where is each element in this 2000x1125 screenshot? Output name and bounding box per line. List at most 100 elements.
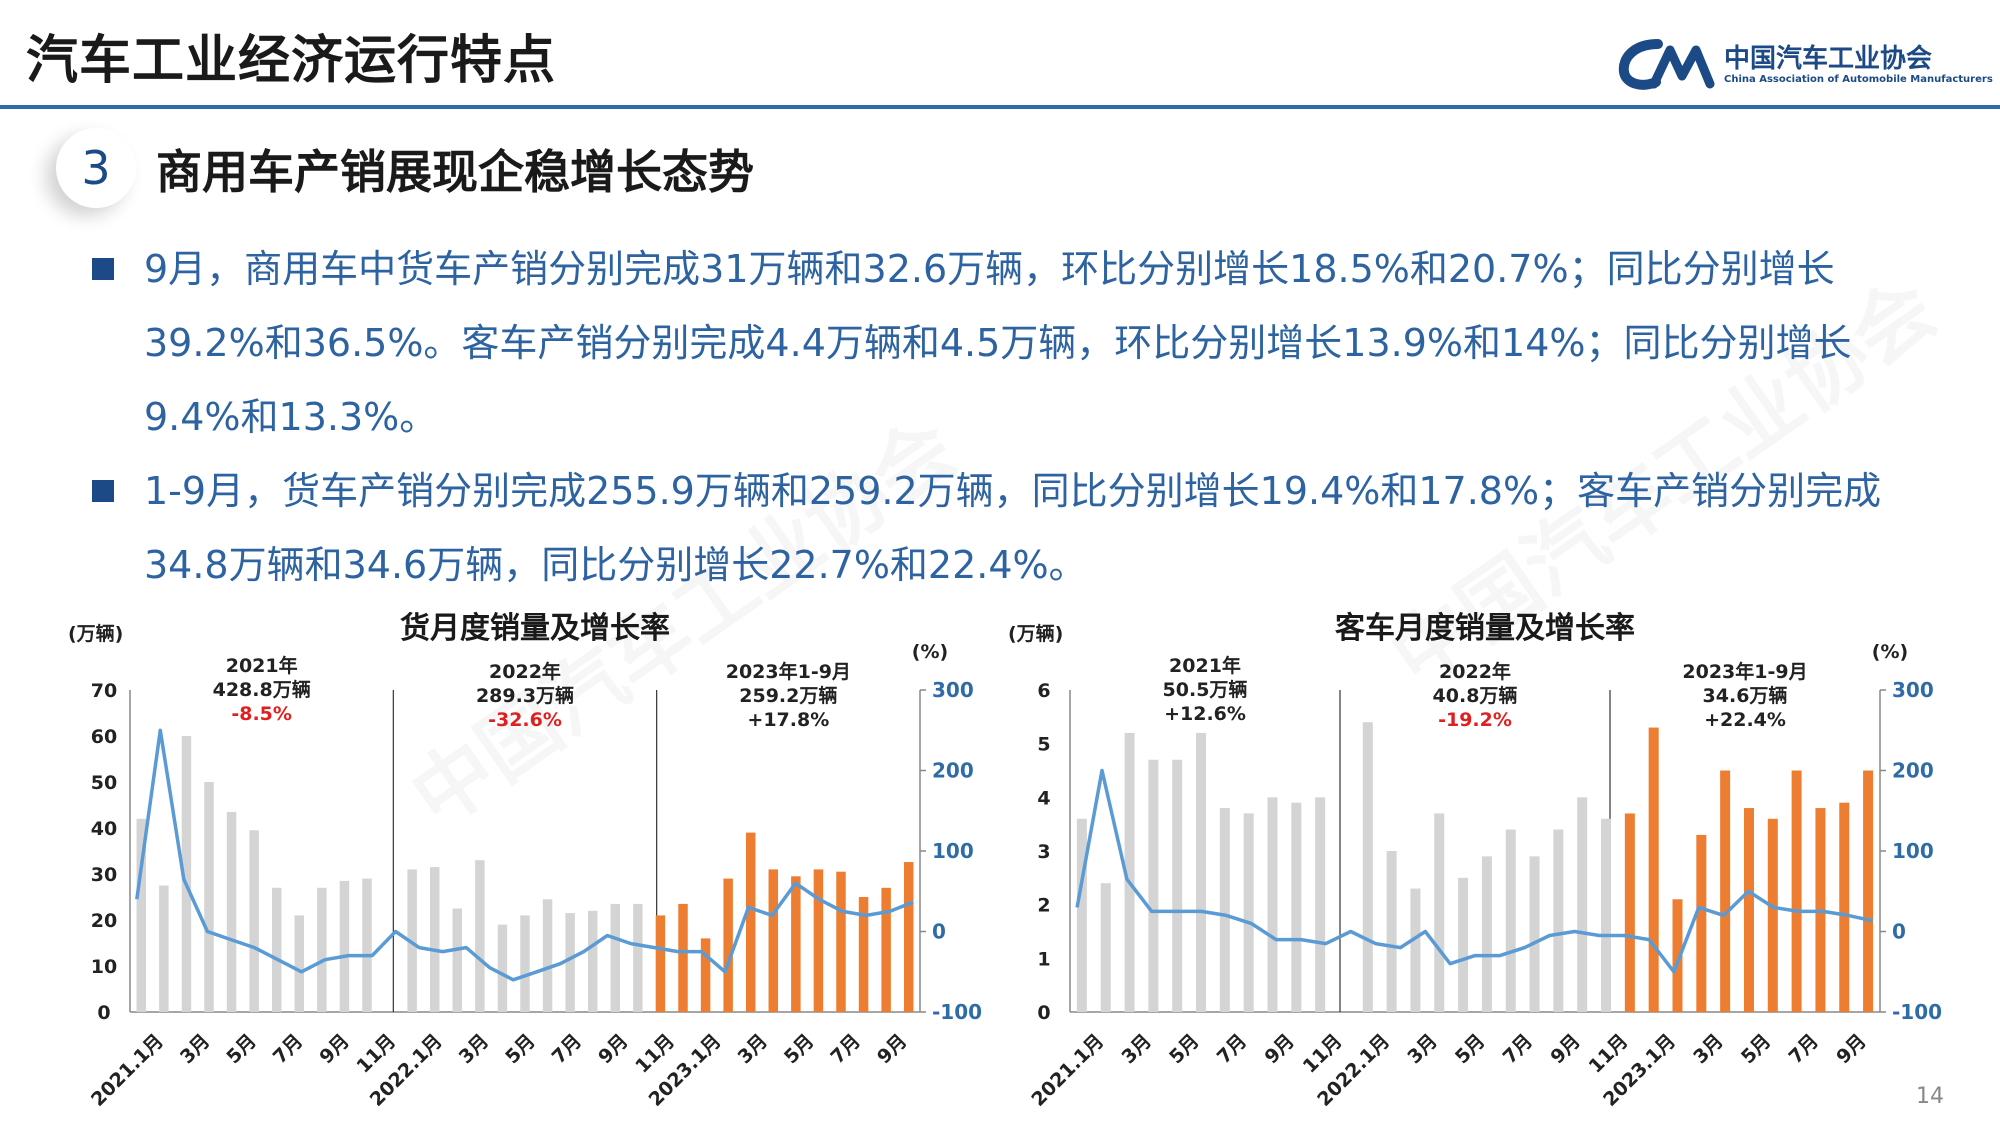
bullet-text: 1-9月，货车产销分别完成255.9万辆和259.2万辆，同比分别增长19.4%… [144, 469, 1882, 587]
bar [317, 887, 327, 1012]
bar [271, 887, 282, 1012]
y-tick-label: 70 [91, 680, 117, 702]
bar [1100, 883, 1111, 1012]
bar [1434, 813, 1445, 1012]
bar [1481, 856, 1492, 1012]
y2-tick-label: 100 [1892, 839, 1934, 863]
bar [1410, 888, 1421, 1012]
bar [407, 869, 417, 1012]
truck-chart-svg: (万辆) 货月度销量及增长率 (%) 0 10 20 30 40 50 60 70 -100 0 100 2… [68, 611, 982, 1111]
annotation-year: 2022年 [1439, 660, 1511, 683]
bullet-square-icon [92, 258, 114, 280]
bar [903, 862, 914, 1012]
bar [1839, 802, 1850, 1012]
x-tick-label: 7月 [1499, 1030, 1537, 1068]
x-tick-label: 5月 [780, 1030, 818, 1068]
bar [745, 832, 756, 1012]
growth-line [135, 728, 914, 982]
annotation-total: 40.8万辆 [1433, 684, 1518, 707]
x-tick-label: 3月 [734, 1030, 772, 1068]
bar [655, 915, 666, 1012]
logo: 中国汽车工业协会 China Association of Automobile… [1618, 32, 1993, 92]
bar [1791, 770, 1802, 1012]
bullet-square-icon [92, 480, 114, 502]
bar [610, 903, 621, 1012]
annotation-total: 428.8万辆 [213, 678, 311, 701]
y-axis-label: (万辆) [68, 622, 123, 645]
y2-tick-label: -100 [932, 1000, 982, 1024]
x-tick-label: 5月 [501, 1030, 539, 1068]
annotation-year: 2022年 [489, 660, 561, 683]
y-tick-label: 4 [1037, 787, 1050, 809]
y-axis-label: (万辆) [1008, 622, 1063, 645]
annotation-growth: -32.6% [488, 709, 562, 731]
bar [723, 878, 733, 1012]
y-tick-label: 6 [1037, 680, 1050, 702]
y2-tick-label: 200 [1892, 759, 1934, 783]
bus-chart-svg: (万辆) 客车月度销量及增长率 (%) 0 1 2 3 4 5 6 -100 0 100 200 300 20… [1008, 611, 1942, 1111]
y-tick-label: 60 [91, 726, 117, 748]
bar [565, 913, 575, 1012]
annotation-year: 2023年1-9月 [1682, 660, 1807, 683]
y2-tick-label: 0 [932, 920, 946, 944]
annotation-growth: +12.6% [1164, 703, 1246, 725]
bar [452, 908, 463, 1012]
bar [294, 915, 305, 1012]
annotation-growth: -8.5% [231, 703, 292, 725]
x-tick-label: 9月 [315, 1030, 353, 1068]
bar [1124, 732, 1135, 1012]
bar [249, 830, 259, 1012]
bullet-list: 9月，商用车中货车产销分别完成31万辆和32.6万辆，环比分别增长18.5%和2… [88, 232, 1928, 602]
x-tick-label: 7月 [1785, 1030, 1823, 1068]
x-tick-label: 3月 [1689, 1030, 1727, 1068]
bar [339, 880, 350, 1012]
y-tick-label: 50 [91, 772, 117, 794]
x-tick-label: 9月 [1832, 1030, 1870, 1068]
bar [1720, 770, 1731, 1012]
bullet-item: 1-9月，货车产销分别完成255.9万辆和259.2万辆，同比分别增长19.4%… [88, 454, 1928, 602]
x-tick-label: 3月 [455, 1030, 493, 1068]
bar [1243, 813, 1254, 1012]
annotation-total: 289.3万辆 [476, 684, 574, 707]
page-title: 汽车工业经济运行特点 [26, 31, 557, 91]
bar [1767, 818, 1778, 1012]
annotation-year: 2021年 [1169, 654, 1241, 677]
y-tick-label: 1 [1037, 948, 1050, 970]
caam-logo-icon [1618, 39, 1715, 90]
x-tick-label: 9月 [594, 1030, 632, 1068]
bar [858, 897, 869, 1012]
bar [1219, 808, 1230, 1012]
bar [136, 818, 147, 1012]
x-tick-label: 5月 [1737, 1030, 1775, 1068]
bar [1696, 834, 1707, 1012]
y-tick-label: 20 [91, 910, 117, 932]
bar [475, 860, 485, 1012]
x-tick-label: 9月 [1546, 1030, 1584, 1068]
bar [1362, 722, 1373, 1012]
bar [1648, 727, 1659, 1012]
y-tick-label: 5 [1037, 734, 1050, 756]
bar [1291, 802, 1302, 1012]
bar [1315, 797, 1326, 1012]
bar [700, 938, 711, 1012]
y-tick-label: 0 [1037, 1002, 1050, 1024]
x-tick-label: 7月 [548, 1030, 586, 1068]
x-tick-label: 3月 [1403, 1030, 1441, 1068]
y2-tick-label: 0 [1892, 920, 1906, 944]
bar [1196, 732, 1207, 1012]
bar [159, 885, 169, 1012]
bar [1672, 899, 1683, 1012]
bar [1458, 877, 1469, 1012]
x-tick-label: 5月 [1165, 1030, 1203, 1068]
growth-line [1075, 768, 1874, 974]
annotation-year: 2023年1-9月 [726, 660, 851, 683]
header-divider [0, 105, 2000, 109]
bar [520, 915, 530, 1012]
bullet-text: 9月，商用车中货车产销分别完成31万辆和32.6万辆，环比分别增长18.5%和2… [144, 247, 1852, 439]
bar [587, 910, 598, 1012]
y2-axis-label: (%) [912, 641, 948, 663]
x-tick-label: 3月 [1118, 1030, 1156, 1068]
annotation-total: 259.2万辆 [739, 684, 837, 707]
bar [881, 887, 891, 1012]
bar [633, 903, 643, 1012]
